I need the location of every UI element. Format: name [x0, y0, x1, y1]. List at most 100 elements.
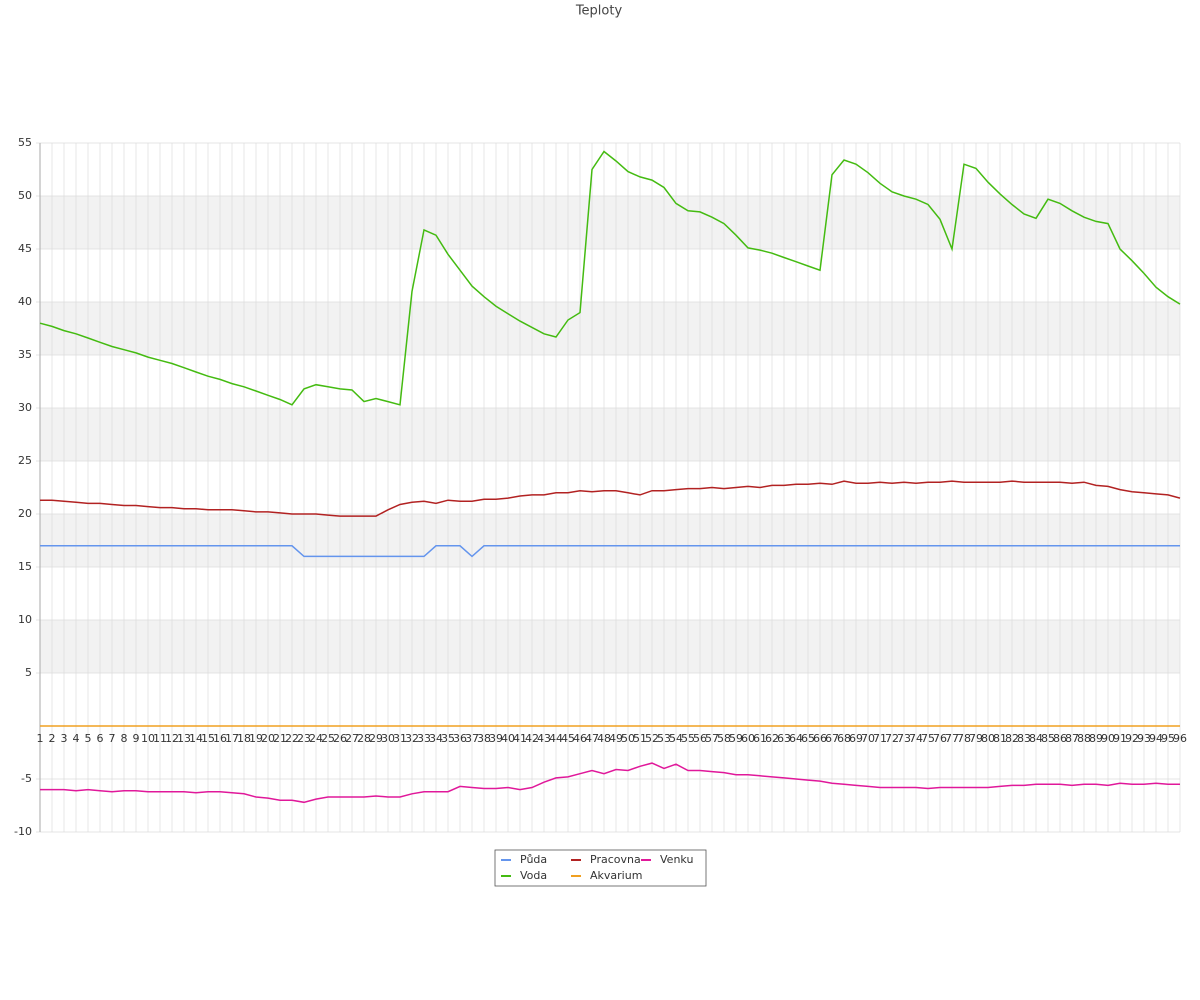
x-tick-label: 49 [609, 732, 623, 745]
x-tick-label: 51 [633, 732, 647, 745]
x-tick-label: 30 [381, 732, 395, 745]
x-tick-label: 5 [85, 732, 92, 745]
x-tick-label: 41 [513, 732, 527, 745]
x-tick-label: 18 [237, 732, 251, 745]
y-tick-label: -10 [14, 825, 32, 838]
x-tick-label: 92 [1125, 732, 1139, 745]
x-tick-label: 20 [261, 732, 275, 745]
y-tick-label: 15 [18, 560, 32, 573]
x-tick-label: 77 [945, 732, 959, 745]
x-tick-label: 62 [765, 732, 779, 745]
x-tick-label: 93 [1137, 732, 1151, 745]
x-tick-label: 19 [249, 732, 263, 745]
x-tick-label: 8 [121, 732, 128, 745]
x-tick-label: 75 [921, 732, 935, 745]
x-tick-label: 48 [597, 732, 611, 745]
x-tick-label: 78 [957, 732, 971, 745]
legend-label: Venku [660, 853, 693, 866]
x-tick-label: 69 [849, 732, 863, 745]
x-tick-label: 7 [109, 732, 116, 745]
x-tick-label: 67 [825, 732, 839, 745]
series-line [40, 480, 1181, 517]
grid-band [40, 196, 1180, 249]
x-tick-label: 83 [1017, 732, 1031, 745]
x-tick-label: 25 [321, 732, 335, 745]
x-tick-label: 47 [585, 732, 599, 745]
x-tick-label: 34 [429, 732, 443, 745]
legend-label: Akvarium [590, 869, 642, 882]
x-tick-label: 17 [225, 732, 239, 745]
x-tick-label: 29 [369, 732, 383, 745]
x-tick-label: 23 [297, 732, 311, 745]
x-tick-label: 32 [405, 732, 419, 745]
x-tick-label: 46 [573, 732, 587, 745]
x-tick-label: 64 [789, 732, 803, 745]
x-tick-label: 9 [133, 732, 140, 745]
x-tick-label: 60 [741, 732, 755, 745]
y-tick-label: 40 [18, 295, 32, 308]
x-tick-label: 36 [453, 732, 467, 745]
x-tick-label: 1 [37, 732, 44, 745]
x-tick-label: 65 [801, 732, 815, 745]
x-tick-label: 33 [417, 732, 431, 745]
x-tick-label: 40 [501, 732, 515, 745]
y-tick-label: 20 [18, 507, 32, 520]
series-line [40, 545, 1180, 558]
x-tick-label: 94 [1149, 732, 1163, 745]
x-tick-label: 38 [477, 732, 491, 745]
legend-label: Půda [520, 853, 547, 866]
x-tick-label: 14 [189, 732, 203, 745]
x-tick-label: 66 [813, 732, 827, 745]
x-tick-label: 81 [993, 732, 1007, 745]
x-tick-label: 42 [525, 732, 539, 745]
legend-box [494, 849, 707, 887]
x-tick-label: 74 [909, 732, 923, 745]
grid-band [40, 302, 1180, 355]
x-tick-label: 3 [61, 732, 68, 745]
series-line [39, 150, 1181, 406]
x-tick-label: 24 [309, 732, 323, 745]
x-tick-label: 28 [357, 732, 371, 745]
x-tick-label: 45 [561, 732, 575, 745]
x-tick-label: 6 [97, 732, 104, 745]
x-tick-label: 22 [285, 732, 299, 745]
x-tick-label: 44 [549, 732, 563, 745]
y-tick-label: 25 [18, 454, 32, 467]
x-tick-label: 43 [537, 732, 551, 745]
x-tick-label: 16 [213, 732, 227, 745]
x-tick-label: 76 [933, 732, 947, 745]
y-tick-label: 30 [18, 401, 32, 414]
x-tick-label: 95 [1161, 732, 1175, 745]
y-tick-label: 5 [25, 666, 32, 679]
x-tick-label: 70 [861, 732, 875, 745]
x-tick-label: 88 [1077, 732, 1091, 745]
x-tick-label: 73 [897, 732, 911, 745]
x-tick-label: 68 [837, 732, 851, 745]
x-tick-label: 86 [1053, 732, 1067, 745]
x-tick-label: 31 [393, 732, 407, 745]
x-tick-label: 39 [489, 732, 503, 745]
x-tick-label: 82 [1005, 732, 1019, 745]
chart-title: Teploty [575, 4, 623, 19]
x-tick-label: 26 [333, 732, 347, 745]
x-tick-label: 87 [1065, 732, 1079, 745]
y-tick-label: 45 [18, 242, 32, 255]
x-tick-label: 90 [1101, 732, 1115, 745]
x-tick-label: 91 [1113, 732, 1127, 745]
x-tick-label: 13 [177, 732, 191, 745]
x-tick-label: 54 [669, 732, 683, 745]
legend-label: Voda [520, 869, 547, 882]
y-tick-label: 55 [18, 136, 32, 149]
x-tick-label: 80 [981, 732, 995, 745]
x-tick-label: 27 [345, 732, 359, 745]
x-tick-label: 4 [73, 732, 80, 745]
series-line [40, 762, 1180, 804]
x-tick-label: 15 [201, 732, 215, 745]
x-tick-label: 79 [969, 732, 983, 745]
grid-band [40, 514, 1180, 567]
x-tick-label: 58 [717, 732, 731, 745]
x-tick-label: 35 [441, 732, 455, 745]
x-tick-label: 63 [777, 732, 791, 745]
legend-label: Pracovna [590, 853, 641, 866]
